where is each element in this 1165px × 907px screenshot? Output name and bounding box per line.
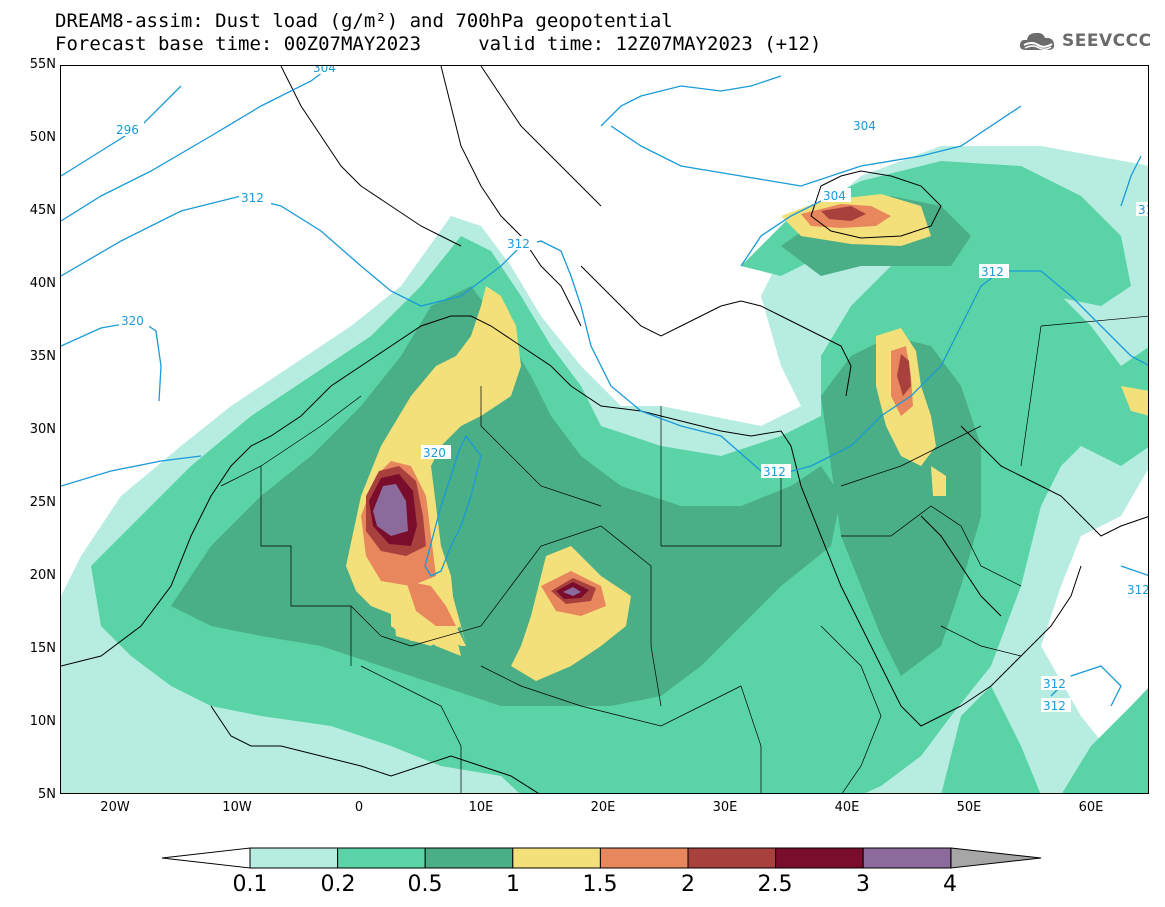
seevccc-logo: SEEVCCC xyxy=(1018,28,1152,54)
coastlines xyxy=(61,66,1148,793)
colorbar-under-triangle xyxy=(161,847,251,869)
country-borders xyxy=(220,315,1148,793)
geopotential-contours xyxy=(61,66,1148,707)
lat-label-5n: 5N xyxy=(38,787,56,802)
lat-label-20n: 20N xyxy=(29,568,56,583)
lon-label-60e: 60E xyxy=(1078,800,1104,815)
lon-label-10w: 10W xyxy=(222,800,252,815)
map-title: DREAM8-assim: Dust load (g/m²) and 700hP… xyxy=(55,10,673,32)
lat-label-40n: 40N xyxy=(29,276,56,291)
contour-label: 312 xyxy=(1043,677,1066,691)
cloud-logo-icon xyxy=(1019,32,1055,51)
colorbar-tick-label: 2 xyxy=(681,872,695,897)
colorbar-tick-label: 4 xyxy=(943,872,957,897)
lat-label-30n: 30N xyxy=(29,422,56,437)
lon-label-20e: 20E xyxy=(590,800,616,815)
contour-label: 312 xyxy=(981,265,1004,279)
colorbar-segment xyxy=(424,847,514,869)
colorbar-segment xyxy=(337,847,426,869)
colorbar-segment xyxy=(599,847,689,869)
dust-level-3 xyxy=(373,484,581,596)
colorbar xyxy=(161,847,1042,869)
contour-label: 312 xyxy=(1127,583,1149,597)
contour-label: 312 xyxy=(507,237,530,251)
lon-label-20w: 20W xyxy=(100,800,130,815)
lon-label-10e: 10E xyxy=(468,800,494,815)
contour-label: 320 xyxy=(423,446,446,460)
contour-label: 320 xyxy=(121,314,144,328)
colorbar-tick-label: 1.5 xyxy=(582,872,618,897)
dust-load-map: 304 296 312 312 320 320 304 304 312 312 … xyxy=(60,65,1149,794)
logo-text: SEEVCCC xyxy=(1062,31,1152,51)
contour-label: 312 xyxy=(763,465,786,479)
lon-label-30e: 30E xyxy=(712,800,738,815)
forecast-time-subtitle: Forecast base time: 00Z07MAY2023 valid t… xyxy=(55,33,822,55)
colorbar-tick-label: 3 xyxy=(856,872,870,897)
colorbar-tick-label: 0.1 xyxy=(232,872,268,897)
colorbar-segment xyxy=(775,847,864,869)
colorbar-tick-label: 0.5 xyxy=(407,872,443,897)
colorbar-tick-label: 2.5 xyxy=(757,872,793,897)
lat-label-55n: 55N xyxy=(29,57,56,72)
contour-label: 296 xyxy=(116,123,139,137)
contour-label: 304 xyxy=(823,189,846,203)
contour-label: 312 xyxy=(1138,203,1149,217)
lat-label-35n: 35N xyxy=(29,349,56,364)
contour-label: 312 xyxy=(1043,699,1066,713)
map-canvas: 304 296 312 312 320 320 304 304 312 312 … xyxy=(61,66,1149,793)
contour-label: 304 xyxy=(313,66,336,75)
contour-label: 304 xyxy=(853,119,876,133)
colorbar-segments xyxy=(249,847,952,869)
lat-label-50n: 50N xyxy=(29,130,56,145)
colorbar-segment xyxy=(862,847,952,869)
colorbar-segment xyxy=(687,847,777,869)
colorbar-tick-label: 1 xyxy=(506,872,520,897)
lat-label-45n: 45N xyxy=(29,203,56,218)
colorbar-segment xyxy=(249,847,339,869)
colorbar-over-triangle xyxy=(950,847,1042,869)
lon-label-50e: 50E xyxy=(956,800,982,815)
lon-label-0: 0 xyxy=(354,800,364,815)
lat-label-25n: 25N xyxy=(29,495,56,510)
lat-label-15n: 15N xyxy=(29,641,56,656)
lat-label-10n: 10N xyxy=(29,714,56,729)
colorbar-segment xyxy=(512,847,601,869)
contour-label: 312 xyxy=(241,191,264,205)
contour-label-group: 304 296 312 312 320 320 304 304 312 312 … xyxy=(114,66,1149,713)
lon-label-40e: 40E xyxy=(834,800,860,815)
colorbar-tick-label: 0.2 xyxy=(320,872,356,897)
